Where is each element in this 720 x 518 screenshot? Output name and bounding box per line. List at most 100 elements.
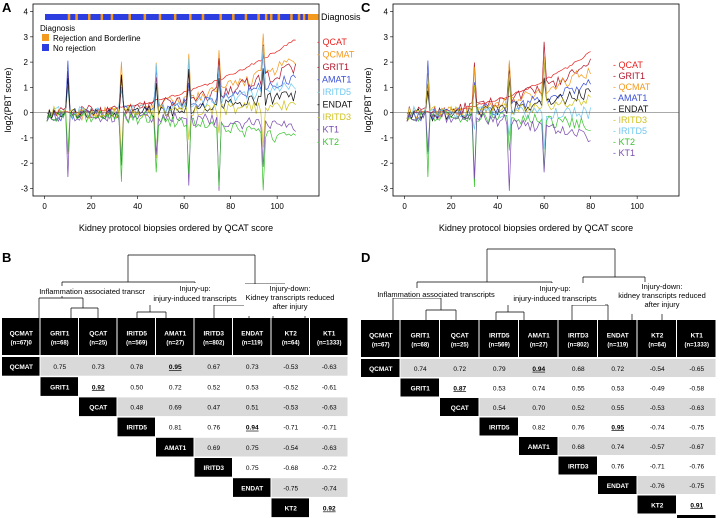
x-tick-label: 80 xyxy=(226,202,235,211)
x-tick-label: 60 xyxy=(180,202,189,211)
diagnosis-cell xyxy=(267,14,271,20)
diagnosis-cell xyxy=(242,14,246,20)
row-label-cell-amat1 xyxy=(156,437,194,457)
row-label-cell-qcmat xyxy=(361,359,400,377)
diagnosis-cell xyxy=(305,14,309,20)
row-band xyxy=(479,398,716,416)
series-line-amat1 xyxy=(46,44,296,122)
correlation-value: 0.72 xyxy=(611,366,624,373)
group-label-injury-down-b: Injury-down: xyxy=(270,284,311,293)
correlation-value: 0.50 xyxy=(130,384,143,391)
header-name: IRITD3 xyxy=(568,333,589,340)
correlation-value: 0.76 xyxy=(572,424,585,431)
diagnosis-cell xyxy=(105,14,109,20)
header-cell-kt2 xyxy=(637,320,676,357)
series-line-kt1 xyxy=(406,109,591,191)
correlation-value: 0.47 xyxy=(207,405,220,412)
diagnosis-cell xyxy=(221,14,225,20)
row-label-cell-iritd5 xyxy=(117,417,155,437)
correlation-value: -0.53 xyxy=(283,405,298,412)
correlation-value: -0.53 xyxy=(283,364,298,371)
row-label: QCMAT xyxy=(369,366,392,373)
y-tick-label: 2 xyxy=(384,58,389,67)
series-label-kt2: - KT2 xyxy=(317,137,339,147)
correlation-value: 0.53 xyxy=(246,384,259,391)
diagnosis-cell xyxy=(194,14,198,20)
correlation-value: -0.65 xyxy=(689,366,704,373)
header-count: (n=1333) xyxy=(317,341,342,347)
header-count: (n=27) xyxy=(530,343,548,349)
diagnosis-cell xyxy=(93,14,96,20)
header-name: KT2 xyxy=(651,333,664,340)
diagnosis-cell xyxy=(295,14,299,20)
row-band xyxy=(440,378,716,397)
diagnosis-cell xyxy=(52,14,56,20)
x-tick-label: 0 xyxy=(42,202,47,211)
series-line-kt2 xyxy=(46,109,296,191)
header-cell-iritd5 xyxy=(479,320,518,357)
correlation-value: 0.75 xyxy=(246,445,259,452)
header-count: (n=569) xyxy=(489,343,510,349)
correlation-value: 0.79 xyxy=(493,366,506,373)
panel-label-b: B xyxy=(2,250,11,265)
row-label-cell-amat1 xyxy=(519,437,558,455)
end-labels-a: - QCAT - QCMAT - GRIT1 - AMAT1 - IRITD5 - END… xyxy=(317,37,355,147)
diagnosis-cell xyxy=(77,14,81,20)
header-count: (n=1333) xyxy=(684,343,709,349)
correlation-value: 0.48 xyxy=(130,405,143,412)
series-label-kt1: - KT1 xyxy=(317,125,339,135)
header-count: (n=68) xyxy=(411,343,429,349)
series-label-endat: - ENDAT xyxy=(613,104,649,114)
diagnosis-cell xyxy=(173,14,177,20)
y-tick-label: 1 xyxy=(24,83,29,92)
correlation-value: 0.92 xyxy=(323,506,336,513)
diagnosis-cell xyxy=(302,14,306,20)
correlation-value: 0.53 xyxy=(611,385,624,392)
group-label-injury-up-d: Injury-up: xyxy=(539,284,570,293)
correlation-value: 0.82 xyxy=(532,424,545,431)
y-tick-label: 3 xyxy=(24,33,29,42)
row-label-cell-iritd3 xyxy=(558,456,597,475)
correlation-value: 0.81 xyxy=(169,425,182,432)
group-label-bg-d2 xyxy=(505,283,605,305)
row-label: IRITD5 xyxy=(489,424,510,431)
diagnosis-cell xyxy=(100,14,104,20)
diagnosis-cell xyxy=(234,14,238,20)
diagnosis-cell xyxy=(136,14,139,20)
row-label: QCAT xyxy=(89,405,107,412)
diagnosis-cell xyxy=(315,14,319,20)
diagnosis-cell xyxy=(307,14,311,20)
diagnosis-cell xyxy=(189,14,193,20)
row-band xyxy=(194,437,348,457)
row-label-cell-iritd3 xyxy=(194,458,232,477)
series-group-c xyxy=(406,41,591,191)
y-tick-label: 0 xyxy=(384,109,389,118)
x-tick-label: 40 xyxy=(493,202,502,211)
correlation-value: -0.74 xyxy=(650,424,665,431)
header-count: (n=802) xyxy=(568,343,589,349)
diagnosis-cell xyxy=(67,14,71,20)
correlation-value: -0.76 xyxy=(689,463,704,470)
y-tick-label: -2 xyxy=(381,159,389,168)
diagnosis-bar-label: Diagnosis xyxy=(321,12,361,22)
diagnosis-bar xyxy=(45,14,319,20)
row-label-cell-qcat xyxy=(79,397,117,417)
diagnosis-cell xyxy=(168,14,172,20)
correlation-value: -0.52 xyxy=(283,384,298,391)
correlation-value: 0.74 xyxy=(532,385,545,392)
series-label-qcmat: - QCMAT xyxy=(317,50,355,60)
series-label-grit1: - GRIT1 xyxy=(613,71,645,81)
diagnosis-cell xyxy=(120,14,124,20)
row-label: AMAT1 xyxy=(164,445,186,452)
diagnosis-cell xyxy=(143,14,147,20)
diagnosis-cell xyxy=(224,14,228,20)
group-label-inflammation-d: Inflammation associated transcripts xyxy=(377,290,495,299)
header-name: IRITD3 xyxy=(203,331,224,338)
diagnosis-cell xyxy=(151,14,155,20)
series-line-qcat xyxy=(406,51,591,115)
row-label-cell-endat xyxy=(233,478,271,497)
diagnosis-cell xyxy=(272,14,276,20)
correlation-value: 0.52 xyxy=(207,384,220,391)
header-cell-grit1 xyxy=(400,320,439,357)
correlation-value: -0.75 xyxy=(689,424,704,431)
